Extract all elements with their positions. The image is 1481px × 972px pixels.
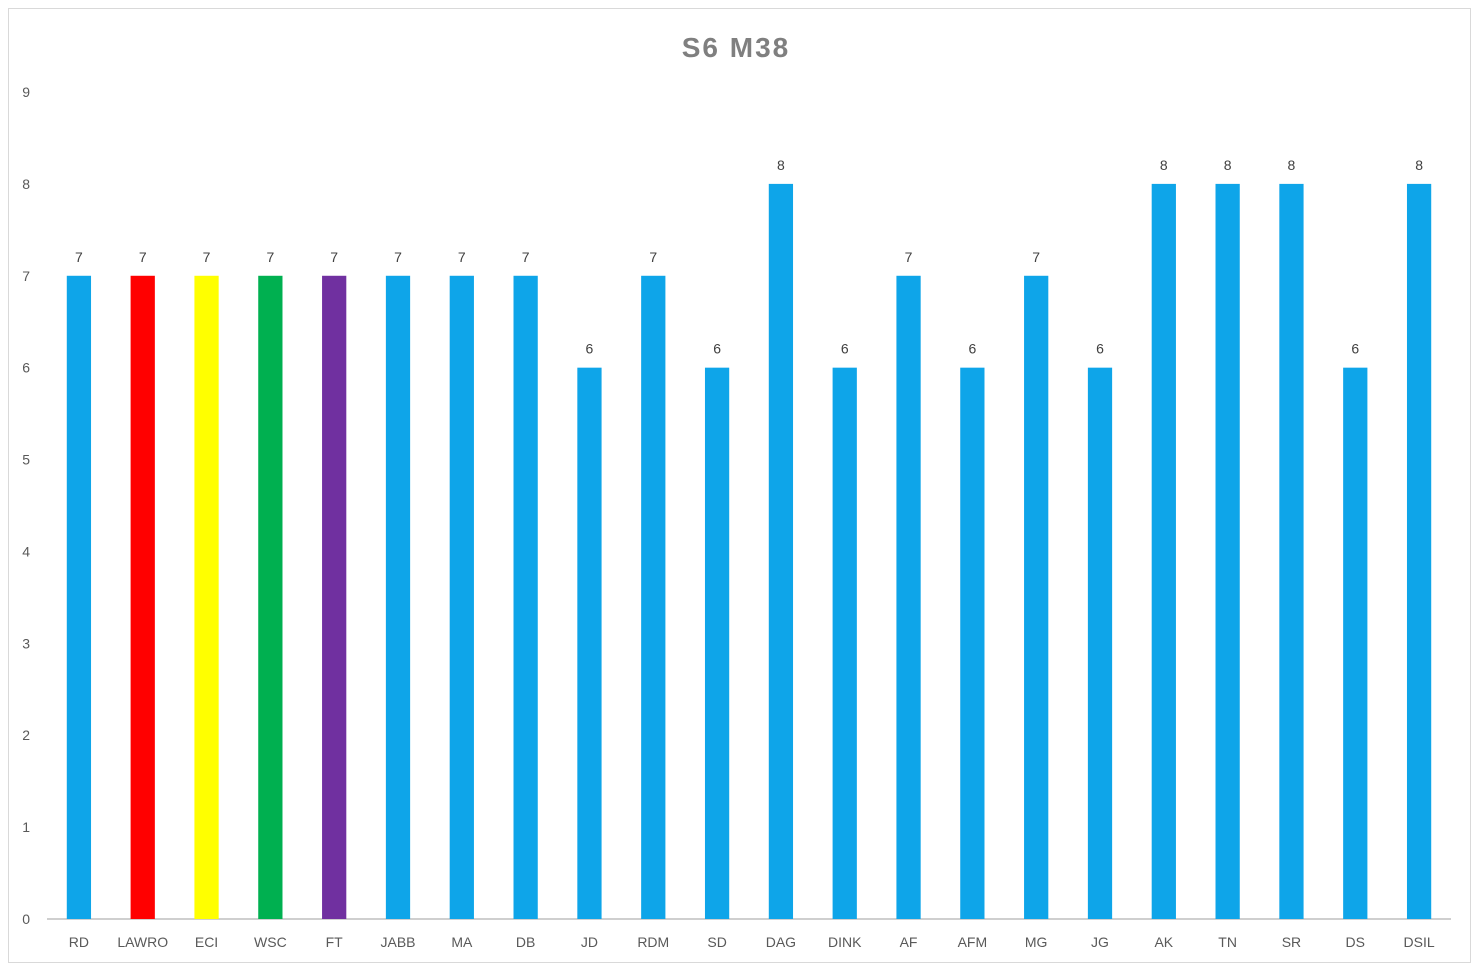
bar (513, 275, 538, 919)
x-tick-label: SR (1282, 934, 1301, 950)
y-tick-label: 3 (22, 635, 30, 651)
x-tick-label: RDM (637, 934, 669, 950)
data-label: 8 (1288, 157, 1296, 173)
y-tick-label: 2 (22, 727, 30, 743)
bar (1151, 183, 1176, 919)
bar (322, 275, 347, 919)
y-axis-ticks: 0 1 2 3 4 5 6 7 8 9 (22, 84, 30, 927)
chart-title: S6 M38 (682, 32, 791, 63)
y-tick-label: 8 (22, 176, 30, 192)
bar (258, 275, 283, 919)
bars-group (66, 183, 1432, 920)
x-tick-label: DAG (766, 934, 796, 950)
data-label: 7 (330, 249, 338, 265)
y-tick-label: 9 (22, 84, 30, 100)
x-tick-label: RD (69, 934, 89, 950)
x-tick-label: JABB (380, 934, 415, 950)
data-label: 6 (841, 341, 849, 357)
x-tick-label: DSIL (1404, 934, 1435, 950)
bar (704, 367, 730, 920)
x-tick-label: LAWRO (117, 934, 168, 950)
data-label: 6 (713, 341, 721, 357)
bar (130, 275, 155, 919)
data-label: 7 (649, 249, 657, 265)
x-tick-label: JD (581, 934, 598, 950)
y-tick-label: 5 (22, 452, 30, 468)
data-label: 8 (1224, 157, 1232, 173)
data-label: 7 (905, 249, 913, 265)
bar (449, 275, 474, 919)
data-label: 7 (458, 249, 466, 265)
x-tick-label: MG (1025, 934, 1048, 950)
data-label: 6 (1096, 341, 1104, 357)
bar (577, 367, 602, 920)
x-tick-label: AF (900, 934, 918, 950)
y-tick-label: 0 (22, 911, 30, 927)
data-label: 8 (777, 157, 785, 173)
bar (1343, 367, 1368, 920)
x-tick-label: TN (1218, 934, 1237, 950)
bar (194, 275, 219, 919)
bar (1279, 183, 1304, 919)
y-tick-label: 6 (22, 360, 30, 376)
x-tick-label: ECI (195, 934, 218, 950)
data-label: 7 (266, 249, 274, 265)
x-tick-label: SD (707, 934, 726, 950)
bar (832, 367, 857, 920)
bar (768, 183, 794, 919)
bar (1087, 367, 1113, 920)
bar (896, 275, 921, 919)
data-label: 8 (1415, 157, 1423, 173)
data-label: 7 (75, 249, 83, 265)
data-label: 8 (1160, 157, 1168, 173)
bar (960, 367, 985, 920)
x-tick-label: WSC (254, 934, 287, 950)
bar (641, 275, 666, 919)
x-tick-label: JG (1091, 934, 1109, 950)
bar (1406, 183, 1432, 919)
data-label: 7 (203, 249, 211, 265)
data-label: 6 (968, 341, 976, 357)
data-label: 7 (394, 249, 402, 265)
x-tick-label: DINK (828, 934, 862, 950)
data-label: 7 (1032, 249, 1040, 265)
data-label: 7 (522, 249, 530, 265)
bar (66, 275, 92, 919)
x-tick-label: AK (1154, 934, 1173, 950)
x-tick-label: DB (516, 934, 535, 950)
x-tick-label: MA (451, 934, 473, 950)
y-tick-label: 7 (22, 268, 30, 284)
y-tick-label: 1 (22, 819, 30, 835)
data-label: 6 (1351, 341, 1359, 357)
x-tick-label: AFM (958, 934, 988, 950)
x-axis-ticks: RD LAWRO ECI WSC FT JABB MA DB JD RDM SD DAG DINK AF A… (69, 934, 1435, 950)
x-tick-label: DS (1346, 934, 1365, 950)
data-label: 7 (139, 249, 147, 265)
y-tick-label: 4 (22, 543, 30, 559)
bar (1215, 183, 1240, 919)
bar (385, 275, 411, 919)
x-tick-label: FT (326, 934, 344, 950)
data-label: 6 (586, 341, 594, 357)
bar (1024, 275, 1049, 919)
data-labels-group: 7 7 7 7 7 7 7 7 6 7 6 8 6 7 6 7 6 8 8 8 6 8 (75, 157, 1423, 357)
